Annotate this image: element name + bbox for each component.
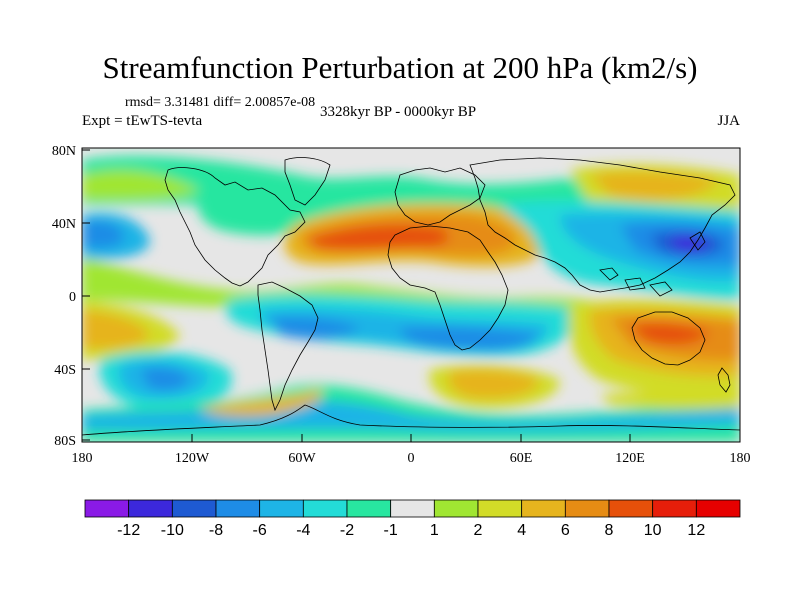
time-range-label: 3328kyr BP - 0000kyr BP bbox=[320, 104, 477, 120]
lat-tick-label: 0 bbox=[69, 290, 76, 305]
coastline-greenland bbox=[284, 157, 331, 206]
contour-fill-layer bbox=[82, 155, 740, 442]
coastline-europe bbox=[394, 167, 486, 226]
colorbar-swatch bbox=[171, 499, 217, 518]
latitude-axis: 80N 40N 0 40S 80S bbox=[52, 144, 90, 449]
contour-blob bbox=[448, 369, 540, 399]
colorbar-swatch bbox=[215, 499, 261, 518]
colorbar-swatch bbox=[128, 499, 173, 518]
lon-tick-label: 120E bbox=[615, 451, 645, 466]
colorbar-swatch bbox=[259, 499, 304, 518]
stats-label: rmsd= 3.31481 diff= 2.00857e-08 bbox=[125, 95, 316, 110]
coastline-new-zealand bbox=[717, 367, 731, 393]
colorbar-swatch bbox=[608, 499, 654, 518]
colorbar-swatches bbox=[84, 499, 741, 518]
contour-blob bbox=[82, 220, 125, 248]
lon-tick-label: 60E bbox=[510, 451, 533, 466]
colorbar-label: 6 bbox=[561, 522, 570, 539]
coastline-antarctica bbox=[82, 404, 740, 436]
colorbar-label: -8 bbox=[209, 522, 223, 539]
contour-blob bbox=[310, 225, 449, 250]
colorbar-label: 1 bbox=[430, 522, 439, 539]
coastline-islands bbox=[599, 231, 706, 297]
colorbar-swatch bbox=[564, 499, 610, 518]
contour-blob bbox=[198, 198, 320, 236]
colorbar-label: 12 bbox=[687, 522, 705, 539]
longitude-axis: 180 120W 60W 0 60E 120E 180 bbox=[72, 434, 751, 466]
lon-tick-label: 180 bbox=[730, 451, 751, 466]
contour-blob bbox=[140, 367, 190, 390]
colorbar-label: -10 bbox=[161, 522, 184, 539]
colorbar-swatch bbox=[346, 499, 392, 518]
coastline-africa bbox=[387, 225, 509, 351]
colorbar-swatch bbox=[695, 499, 741, 518]
contour-blob bbox=[82, 170, 200, 200]
coastline-south-america bbox=[257, 281, 319, 412]
map-title: Streamfunction Perturbation at 200 hPa (… bbox=[102, 50, 698, 85]
colorbar-label: 2 bbox=[474, 522, 483, 539]
colorbar-label: -1 bbox=[384, 522, 398, 539]
contour-blob bbox=[630, 322, 710, 345]
map-panel bbox=[81, 147, 741, 443]
colorbar-swatch bbox=[390, 499, 435, 518]
contour-blob bbox=[400, 326, 540, 351]
colorbar-label: -12 bbox=[117, 522, 140, 539]
colorbar-swatch bbox=[477, 499, 523, 518]
contour-blob bbox=[590, 171, 720, 200]
season-label: JJA bbox=[717, 113, 740, 129]
lat-tick-label: 80N bbox=[52, 144, 76, 159]
colorbar-swatch bbox=[652, 499, 697, 518]
colorbar-swatch bbox=[433, 499, 479, 518]
coastline-layer bbox=[82, 157, 740, 436]
colorbar: -12 -10 -8 -6 -4 -2 -1 1 2 4 6 8 10 12 bbox=[84, 499, 741, 539]
coastline-australia bbox=[631, 311, 706, 366]
coastline-asia bbox=[469, 157, 736, 293]
colorbar-swatch bbox=[84, 499, 130, 518]
experiment-label: Expt = tEwTS-tevta bbox=[82, 113, 203, 129]
colorbar-swatch bbox=[302, 499, 348, 518]
lat-tick-label: 40S bbox=[54, 363, 76, 378]
colorbar-label: 10 bbox=[644, 522, 662, 539]
contour-blob bbox=[600, 391, 740, 410]
lat-tick-label: 80S bbox=[54, 434, 76, 449]
lat-tick-label: 40N bbox=[52, 217, 76, 232]
lon-tick-label: 60W bbox=[288, 451, 316, 466]
lon-tick-label: 180 bbox=[72, 451, 93, 466]
colorbar-label: -6 bbox=[253, 522, 267, 539]
colorbar-label: 4 bbox=[517, 522, 526, 539]
coastline-north-america bbox=[164, 167, 306, 287]
contour-blob bbox=[200, 390, 322, 417]
colorbar-labels: -12 -10 -8 -6 -4 -2 -1 1 2 4 6 8 10 12 bbox=[117, 522, 705, 539]
colorbar-label: 8 bbox=[605, 522, 614, 539]
contour-blob bbox=[82, 310, 150, 349]
colorbar-swatch bbox=[521, 499, 566, 518]
colorbar-label: -4 bbox=[296, 522, 310, 539]
lon-tick-label: 120W bbox=[175, 451, 210, 466]
lon-tick-label: 0 bbox=[408, 451, 415, 466]
colorbar-label: -2 bbox=[340, 522, 354, 539]
